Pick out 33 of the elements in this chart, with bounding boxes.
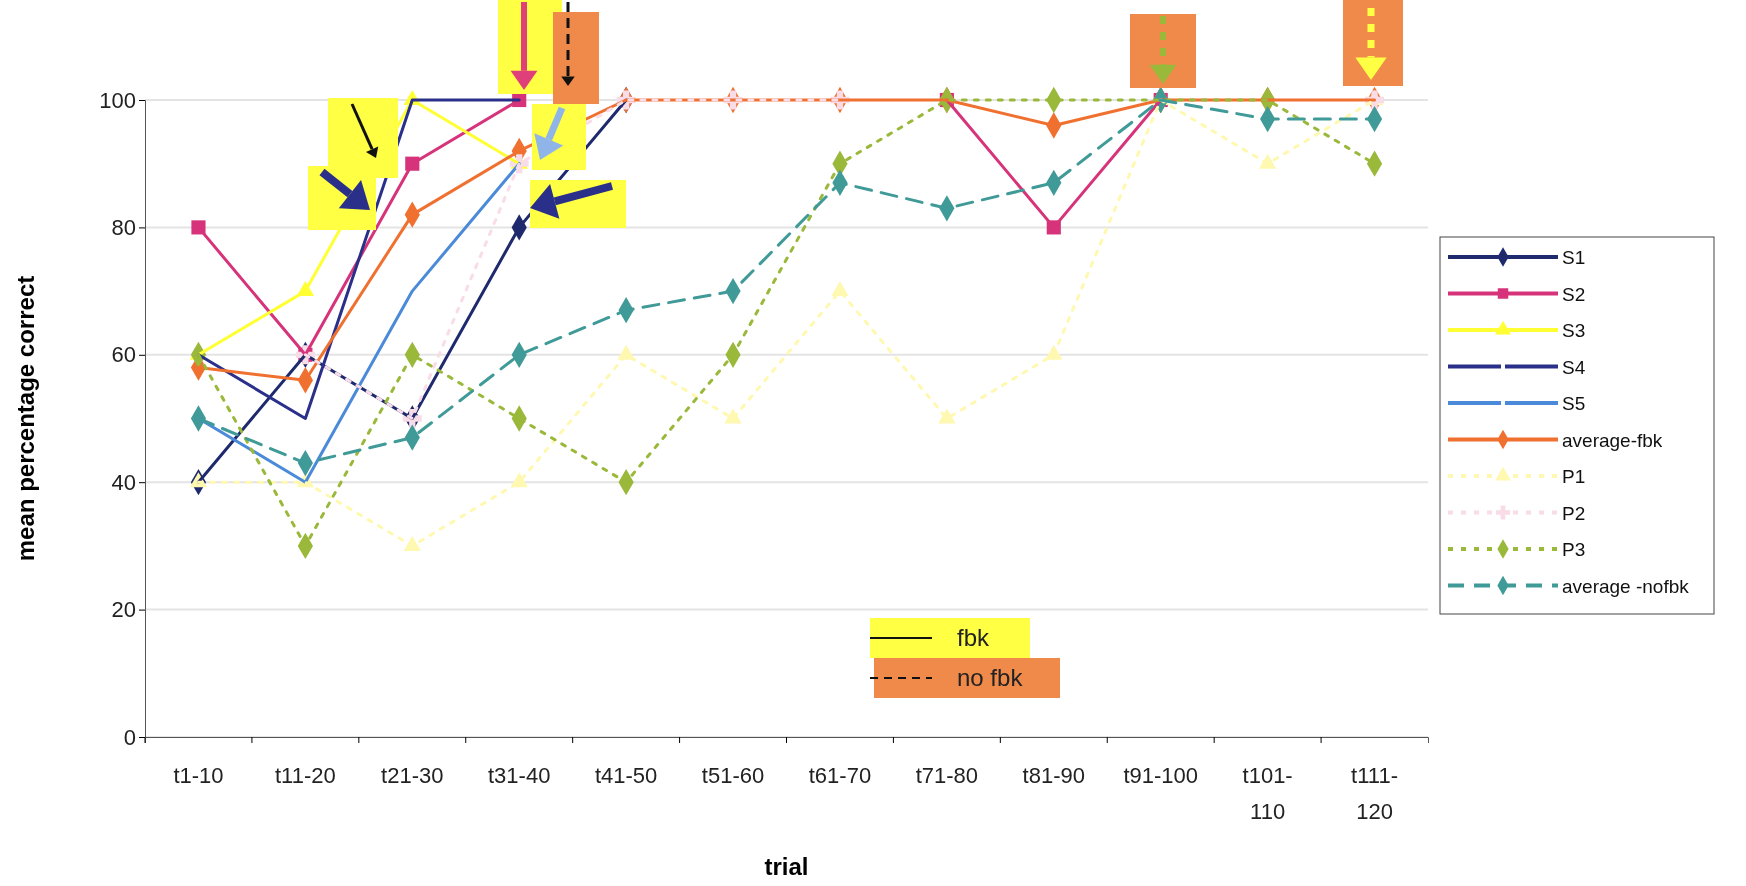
y-tick-label: 40 [111, 469, 136, 495]
legend-label: S2 [1562, 283, 1586, 305]
x-tick-label: t1-10 [173, 763, 224, 788]
legend-label: S3 [1562, 320, 1586, 341]
x-tick-label: t101-110 [1242, 763, 1293, 824]
x-axis-title: trial [764, 853, 809, 880]
legend-label: S5 [1562, 393, 1586, 414]
y-tick-label: 20 [111, 597, 136, 623]
y-tick-label: 80 [111, 214, 136, 240]
y-tick-label: 60 [111, 342, 136, 368]
legend-label: P2 [1562, 502, 1586, 524]
y-axis-title: mean percentage correct [12, 275, 39, 562]
legend-label: average -nofbk [1562, 575, 1690, 597]
x-tick-label: t21-30 [381, 763, 444, 788]
x-tick-label: t71-80 [915, 763, 979, 788]
x-tick-label: t31-40 [488, 763, 551, 788]
x-tick-label: t81-90 [1022, 763, 1085, 788]
x-tick-label: t41-50 [594, 763, 658, 788]
x-tick-label: t11-20 [275, 763, 336, 788]
annotation: no fbk [957, 664, 1024, 691]
point [191, 220, 206, 235]
x-tick-label: t111-120 [1351, 763, 1398, 824]
legend-label: S4 [1562, 356, 1586, 378]
legend-label: S1 [1562, 247, 1586, 268]
annotation: fbk [957, 624, 991, 651]
y-tick-label: 100 [99, 87, 136, 113]
legend-label: average-fbk [1562, 429, 1663, 451]
x-tick-label: t91-100 [1123, 763, 1199, 788]
x-tick-label: t61-70 [808, 763, 872, 788]
x-tick-label: t51-60 [701, 763, 765, 788]
legend-label: P3 [1562, 539, 1586, 560]
legend-label: P1 [1562, 466, 1586, 487]
y-tick-label: 0 [123, 724, 136, 750]
